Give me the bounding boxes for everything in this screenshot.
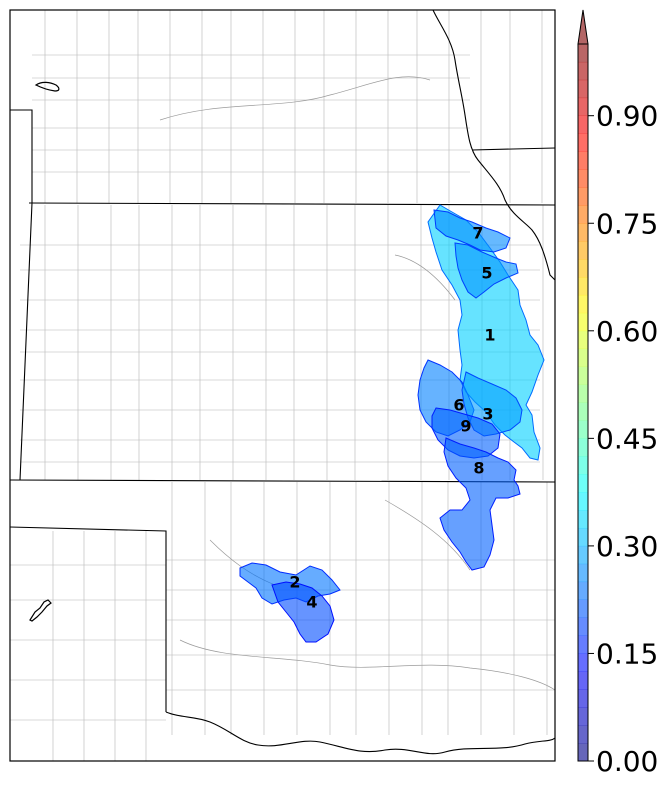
colorbar-segment: [578, 61, 588, 81]
colorbar: 0.00 0.15 0.30 0.45 0.60 0.75 0.90: [577, 9, 658, 778]
colorbar-tick-label: 0.45: [596, 422, 658, 455]
colorbar-segment: [578, 527, 588, 547]
colorbar-segment: [578, 402, 588, 421]
colorbar-segment: [578, 617, 588, 636]
colorbar-segment: [578, 635, 588, 654]
region-label-1: 1: [484, 326, 495, 345]
colorbar-segment: [578, 743, 588, 762]
colorbar-outline: [577, 43, 589, 762]
colorbar-segment: [578, 725, 588, 744]
colorbar-segment: [578, 277, 588, 296]
colorbar-segment: [578, 223, 588, 242]
colorbar-segment: [578, 366, 588, 385]
colorbar-extend-arrow: [577, 9, 589, 45]
colorbar-segment: [578, 205, 588, 224]
colorbar-tick-label: 0.15: [596, 637, 658, 670]
colorbar-segment: [578, 420, 588, 439]
region-label-9: 9: [460, 417, 471, 436]
region-label-5: 5: [481, 264, 492, 283]
colorbar-segment: [578, 492, 588, 511]
region-1: [427, 204, 545, 461]
region-label-6: 6: [453, 396, 464, 415]
colorbar-segment: [578, 241, 588, 260]
colorbar-tick-label: 0.75: [596, 207, 658, 240]
region-7: [433, 209, 511, 253]
colorbar-segment: [578, 671, 588, 690]
colorbar-segment: [578, 97, 588, 116]
colorbar-segment: [578, 438, 588, 457]
region-label-2: 2: [289, 573, 300, 592]
colorbar-tick-label: 0.90: [596, 100, 658, 133]
region-8: [439, 437, 521, 571]
colorbar-segment: [578, 689, 588, 708]
map-frame: [9, 9, 556, 762]
colorbar-segment: [578, 115, 588, 134]
colorbar-segment: [578, 79, 588, 99]
colorbar-segment: [578, 330, 588, 350]
region-5: [454, 242, 519, 299]
colorbar-tick-label: 0.00: [596, 745, 658, 778]
colorbar-segment: [578, 151, 588, 170]
colorbar-segment: [578, 474, 588, 493]
lake-outline: [34, 81, 60, 92]
colorbar-segment: [578, 384, 588, 403]
colorbar-tick-label: 0.60: [596, 315, 658, 348]
colorbar-segment: [578, 510, 588, 529]
colorbar-segment: [578, 563, 588, 583]
colorbar-segment: [578, 259, 588, 278]
colorbar-segment: [578, 294, 588, 314]
colorbar-segment: [578, 599, 588, 618]
colorbar-segment: [578, 348, 588, 367]
region-label-3: 3: [482, 405, 493, 424]
region-4: [271, 581, 335, 643]
colorbar-segment: [578, 44, 588, 63]
region-label-4: 4: [306, 593, 317, 612]
colorbar-segment: [578, 187, 588, 206]
colorbar-segment: [578, 169, 588, 188]
colorbar-tick-label: 0.30: [596, 530, 658, 563]
colorbar-segment: [578, 312, 588, 332]
region-layer: [239, 204, 545, 643]
colorbar-segment: [578, 707, 588, 726]
colorbar-segment: [578, 456, 588, 475]
colorbar-segment: [578, 581, 588, 600]
region-label-8: 8: [473, 459, 484, 478]
colorbar-segment: [578, 545, 588, 565]
colorbar-segment: [578, 133, 588, 152]
lake-outline-2: [29, 599, 52, 622]
region-label-7: 7: [472, 224, 483, 243]
colorbar-segment: [578, 653, 588, 672]
